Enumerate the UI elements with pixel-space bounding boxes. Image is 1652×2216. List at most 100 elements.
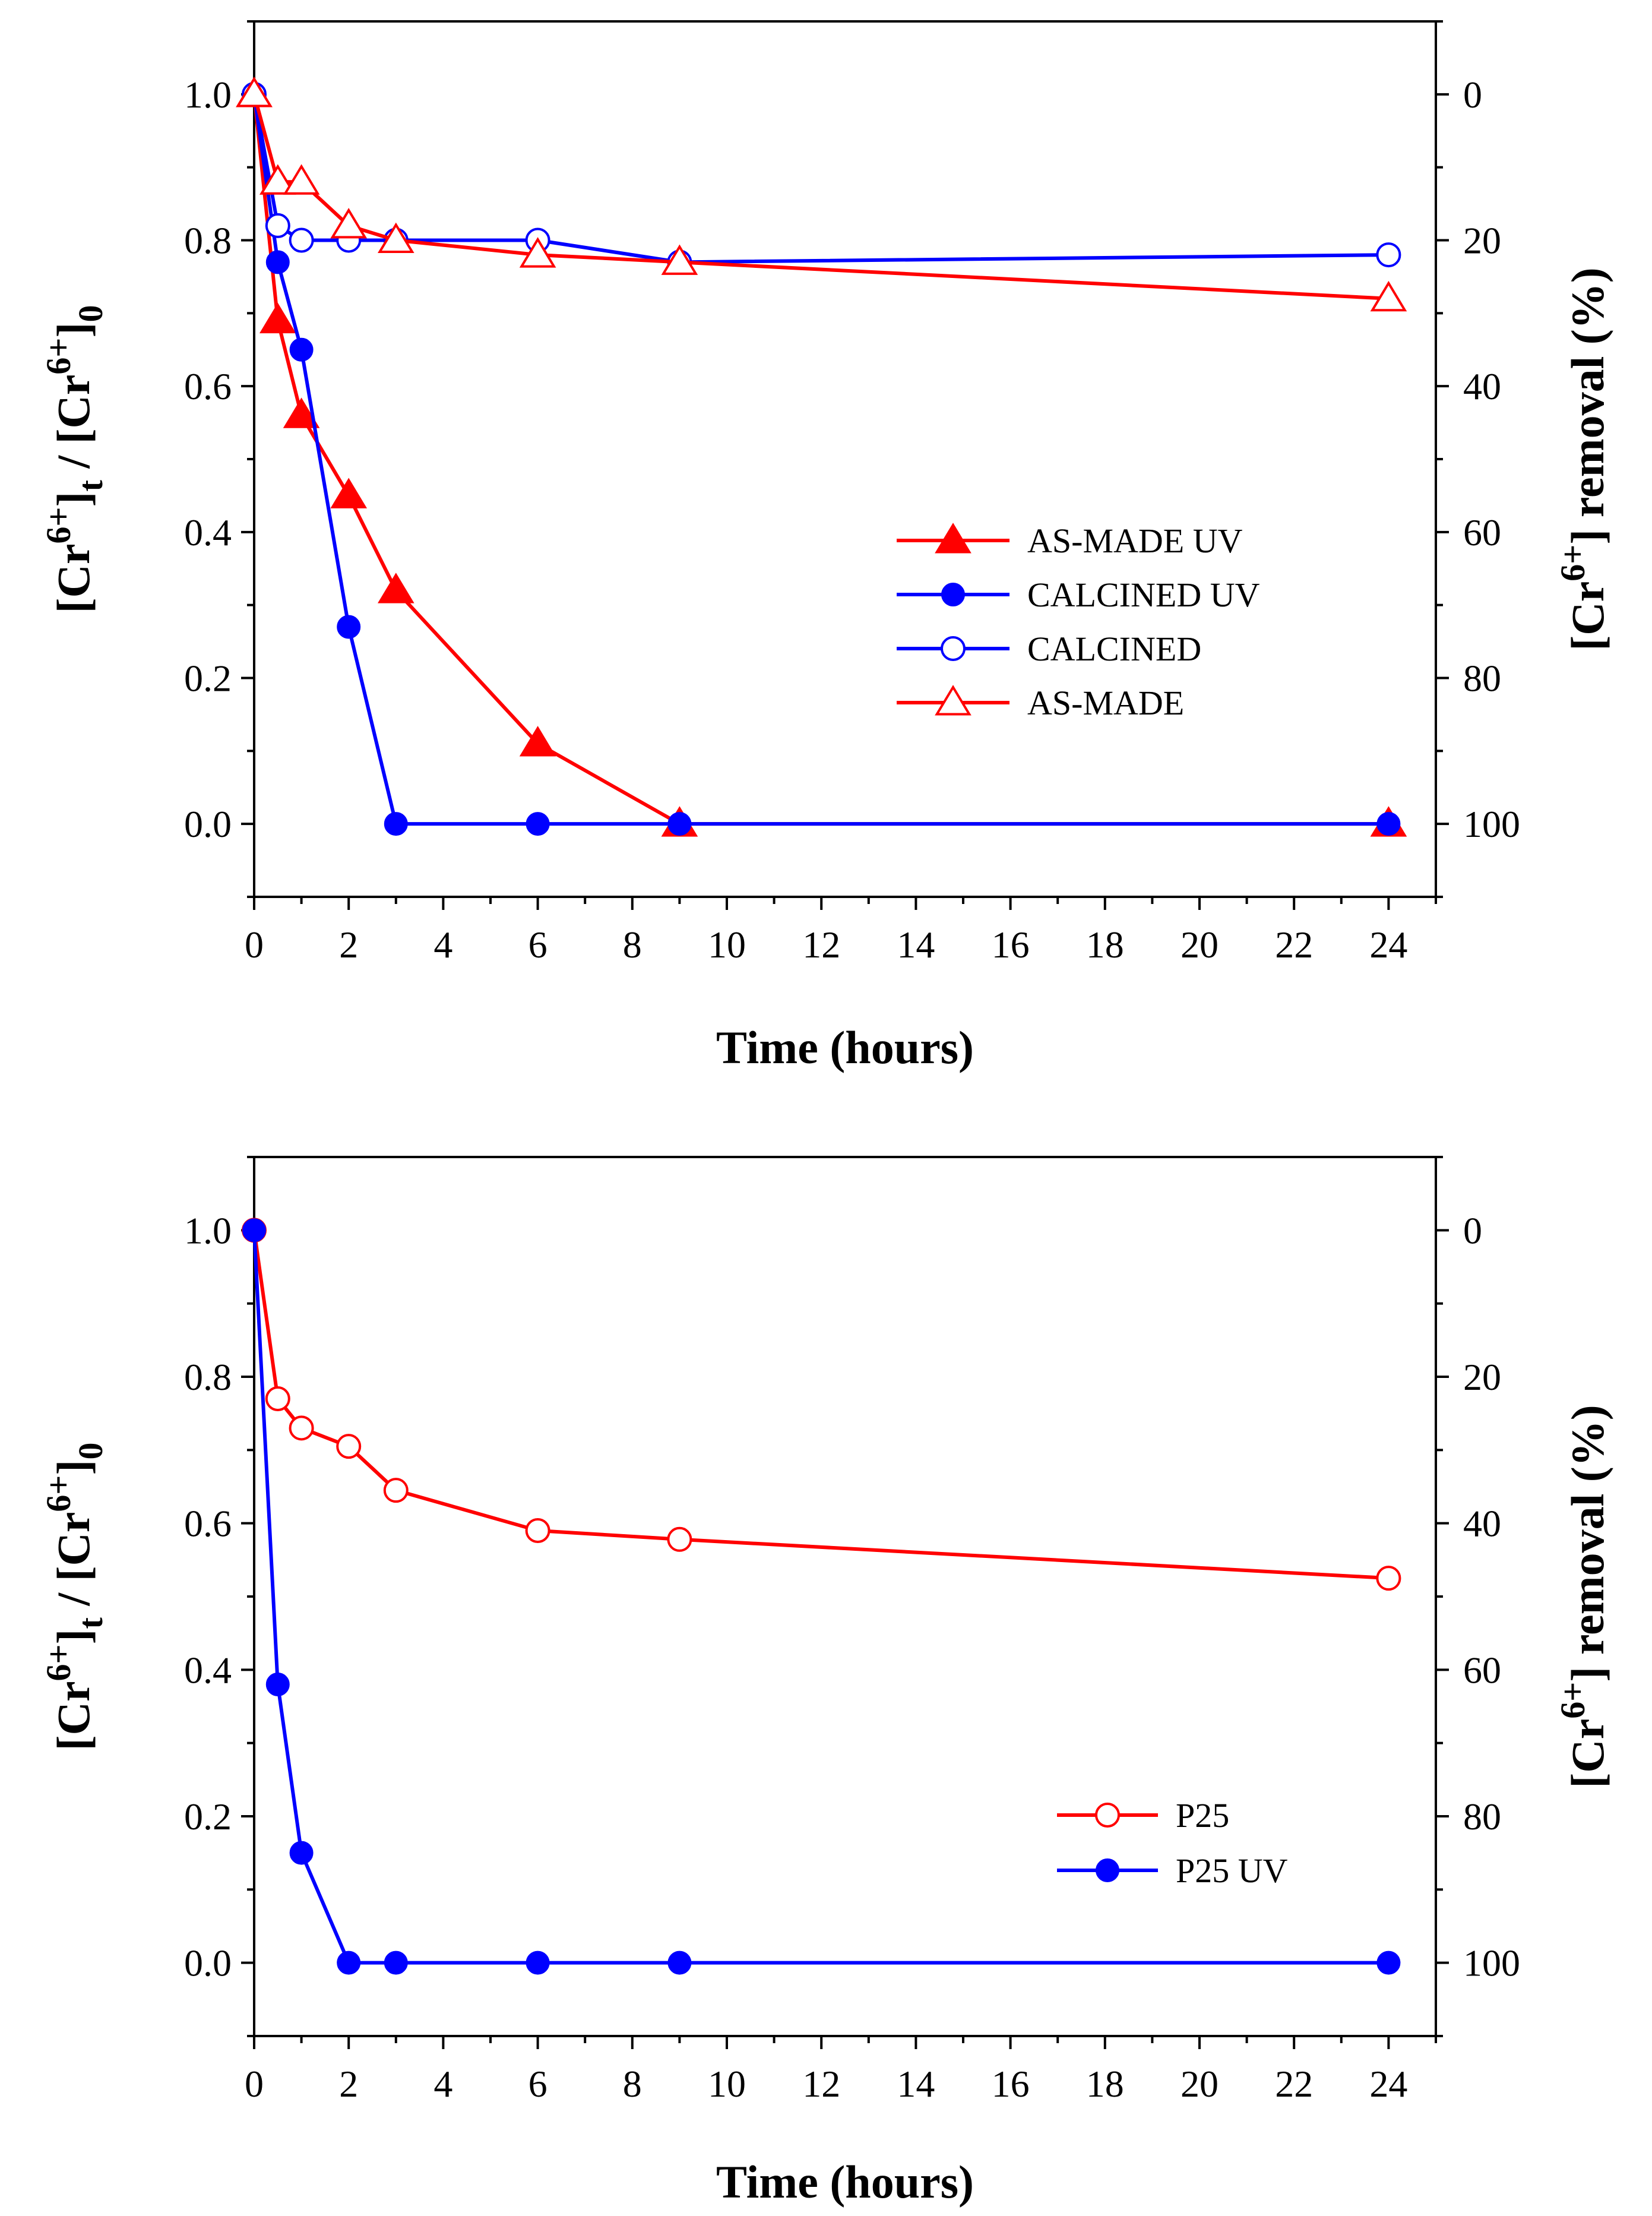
data-point xyxy=(337,615,361,639)
plot-frame xyxy=(253,1156,1437,2037)
data-point xyxy=(1376,242,1401,268)
data-point xyxy=(283,397,320,428)
y-right-tick-label: 40 xyxy=(1463,365,1501,407)
x-tick-label: 2 xyxy=(339,924,358,966)
legend-marker xyxy=(941,636,966,661)
data-point xyxy=(661,244,698,275)
data-point xyxy=(1370,280,1407,312)
y-tick-label: 0.4 xyxy=(184,511,232,554)
x-tick-label: 24 xyxy=(1369,924,1407,966)
chart-panel-2: 0 2 4 6 8 10 12 14 16 18 20 22 240.00.20.40.60.81.0 0… xyxy=(39,1156,1613,2208)
data-point xyxy=(667,812,692,836)
legend-marker xyxy=(941,583,965,606)
x-tick-label: 20 xyxy=(1181,2063,1219,2105)
x-tick-label: 12 xyxy=(802,2063,840,2105)
series-as-made-uv xyxy=(236,76,1407,837)
legend-marker xyxy=(935,685,971,716)
x-axis-title: Time (hours) xyxy=(716,2156,974,2208)
series-calcined-uv xyxy=(242,82,1401,836)
data-point xyxy=(236,76,273,108)
x-axis-title: Time (hours) xyxy=(716,1022,974,1073)
series-line xyxy=(252,94,1389,301)
y-right-tick-label: 60 xyxy=(1463,511,1501,554)
data-point xyxy=(384,812,408,836)
legend-item: P25 xyxy=(1057,1796,1229,1835)
y-tick-label: 0.8 xyxy=(184,1356,232,1398)
legend-item: CALCINED UV xyxy=(897,576,1260,614)
data-point xyxy=(526,1951,550,1975)
y-tick-label: 0.0 xyxy=(184,1942,232,1984)
legend-marker xyxy=(935,523,971,554)
legend-label: P25 UV xyxy=(1176,1851,1288,1890)
series-p25-uv xyxy=(242,1218,1401,1975)
x-tick-label: 14 xyxy=(897,924,935,966)
x-tick-label: 18 xyxy=(1086,924,1124,966)
y-tick-label: 1.0 xyxy=(184,1209,232,1251)
data-point xyxy=(1376,1951,1401,1975)
y-tick-label: 1.0 xyxy=(184,74,232,116)
data-point xyxy=(667,1526,692,1552)
y-right-tick-label: 20 xyxy=(1463,220,1501,262)
data-point xyxy=(330,478,368,508)
series-p25 xyxy=(242,1218,1401,1591)
data-point xyxy=(383,1478,409,1503)
legend: AS-MADE UV CALCINED UV CALCINED AS-MADE xyxy=(897,521,1260,722)
data-point xyxy=(336,1434,362,1459)
y-axis-title: [Cr6+]t / [Cr6+]0 xyxy=(39,1443,110,1751)
x-tick-label: 14 xyxy=(897,2063,935,2105)
y-right-tick-label: 0 xyxy=(1463,1209,1482,1251)
x-tick-label: 12 xyxy=(802,924,840,966)
y-right-tick-label: 40 xyxy=(1463,1503,1501,1545)
y-axis-title: [Cr6+]t / [Cr6+]0 xyxy=(39,305,110,614)
data-point xyxy=(242,1218,266,1243)
x-tick-label: 2 xyxy=(339,2063,358,2105)
data-point xyxy=(1376,812,1401,836)
y-tick-label: 0.2 xyxy=(184,1795,232,1838)
x-tick-label: 0 xyxy=(245,924,264,966)
series-line xyxy=(252,1229,1389,1580)
y-right-axis-title: [Cr6+] removal (%) xyxy=(1553,267,1613,650)
data-point xyxy=(519,237,556,268)
legend: P25 P25 UV xyxy=(1057,1796,1288,1890)
data-point xyxy=(259,164,296,195)
y-tick-label: 0.6 xyxy=(184,365,232,407)
x-tick-label: 16 xyxy=(992,2063,1030,2105)
y-right-tick-label: 60 xyxy=(1463,1649,1501,1691)
x-tick-label: 0 xyxy=(245,2063,264,2105)
x-tick-label: 16 xyxy=(992,924,1030,966)
y-right-tick-label: 100 xyxy=(1463,1942,1520,1984)
x-tick-label: 4 xyxy=(433,2063,452,2105)
y-tick-label: 0.8 xyxy=(184,220,232,262)
data-point xyxy=(519,726,556,757)
data-point xyxy=(289,337,314,362)
data-point xyxy=(265,1673,290,1696)
legend-label: CALCINED xyxy=(1027,630,1201,668)
data-point xyxy=(337,1951,361,1975)
legend-item: AS-MADE xyxy=(897,684,1184,722)
data-point xyxy=(289,227,314,253)
x-tick-label: 18 xyxy=(1086,2063,1124,2105)
series-line xyxy=(252,94,1389,826)
series-line xyxy=(252,94,1389,826)
y-tick-label: 0.0 xyxy=(184,803,232,845)
x-tick-label: 20 xyxy=(1181,924,1219,966)
data-point xyxy=(265,1386,290,1411)
x-tick-label: 22 xyxy=(1275,924,1313,966)
y-right-tick-label: 100 xyxy=(1463,803,1520,845)
data-point xyxy=(289,1841,314,1865)
series-as-made xyxy=(236,76,1407,312)
legend-marker xyxy=(1095,1803,1120,1828)
data-point xyxy=(377,573,414,603)
data-point xyxy=(259,302,296,334)
y-tick-label: 0.4 xyxy=(184,1649,232,1691)
series-line xyxy=(252,94,1389,264)
plot-frame xyxy=(253,20,1437,898)
legend-label: P25 xyxy=(1176,1796,1229,1835)
y-right-tick-label: 80 xyxy=(1463,657,1501,700)
y-right-tick-label: 80 xyxy=(1463,1795,1501,1838)
x-tick-label: 10 xyxy=(708,2063,746,2105)
data-point xyxy=(330,208,368,239)
series-line xyxy=(252,1230,1389,1965)
x-tick-label: 6 xyxy=(528,924,547,966)
